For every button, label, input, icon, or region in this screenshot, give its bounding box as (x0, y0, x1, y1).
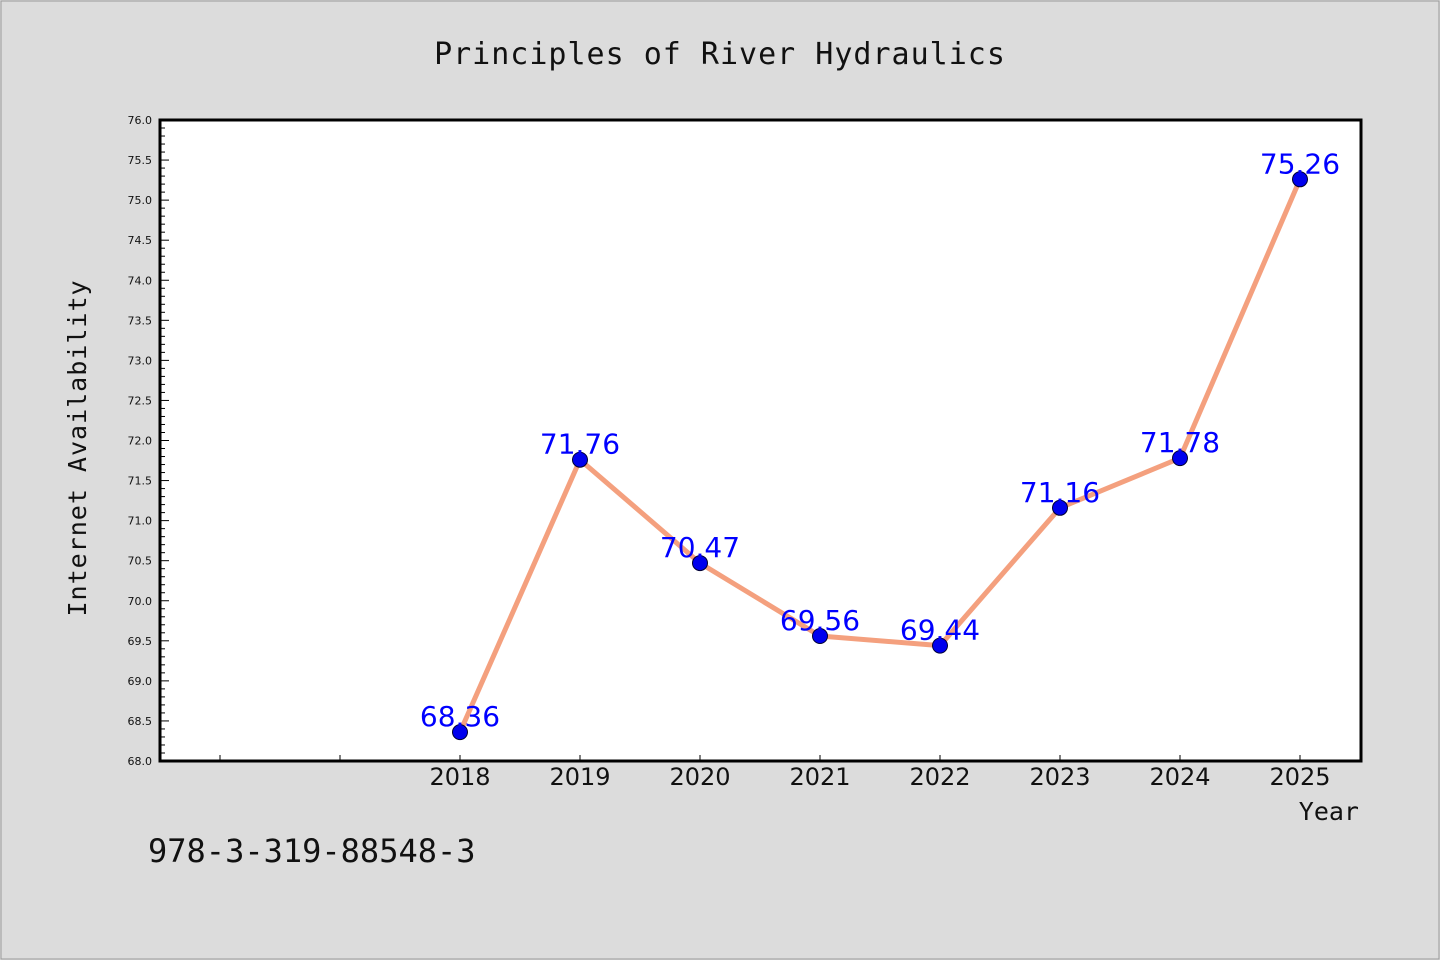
x-tick-label: 2018 (429, 763, 490, 791)
data-label: 69.44 (900, 614, 980, 647)
y-tick-label: 72.0 (128, 435, 153, 448)
series-line-group: 68.36 71.76 70.47 69.56 69.44 71.16 71.78 75.26 (420, 147, 1340, 741)
data-point (1052, 499, 1068, 516)
y-tick-label: 72.5 (128, 394, 153, 407)
x-tick-label: 2023 (1029, 763, 1090, 791)
y-tick-label: 70.0 (128, 595, 153, 608)
y-tick-label: 73.5 (128, 314, 153, 327)
y-tick-label: 68.5 (128, 715, 153, 728)
y-tick-label: 74.0 (128, 274, 153, 287)
data-label: 75.26 (1260, 147, 1340, 180)
x-tick-label: 2024 (1149, 763, 1210, 791)
y-axis: 68.0 68.5 69.0 69.5 70.0 70.5 71.0 71.5 72.0 72.5… (128, 114, 169, 768)
data-point (692, 555, 708, 572)
y-tick-label: 75.5 (128, 154, 153, 167)
y-axis-label: Internet Availability (63, 279, 92, 616)
data-label: 70.47 (660, 531, 740, 564)
x-tick-label: 2025 (1269, 763, 1330, 791)
data-point (932, 637, 948, 654)
y-tick-label: 69.0 (128, 675, 153, 688)
data-label: 69.56 (780, 604, 860, 637)
y-tick-label: 74.5 (128, 234, 153, 247)
data-point (812, 628, 828, 645)
data-point (1172, 450, 1188, 467)
x-axis-label: Year (1299, 797, 1359, 826)
chart-title: Principles of River Hydraulics (434, 37, 1006, 72)
y-tick-label: 70.5 (128, 555, 153, 568)
data-point (572, 451, 588, 468)
x-tick-label: 2020 (669, 763, 730, 791)
data-label: 71.76 (540, 428, 620, 461)
y-tick-label: 75.0 (128, 194, 153, 207)
y-tick-label: 71.0 (128, 515, 153, 528)
data-label: 68.36 (420, 700, 500, 733)
data-label: 71.78 (1140, 426, 1220, 459)
data-point (1292, 171, 1308, 188)
y-tick-label: 76.0 (128, 114, 153, 127)
y-tick-label: 71.5 (128, 475, 153, 488)
x-tick-label: 2021 (789, 763, 850, 791)
y-tick-label: 73.0 (128, 354, 153, 367)
plot-area (158, 118, 1363, 763)
y-tick-label: 69.5 (128, 635, 153, 648)
y-tick-label: 68.0 (128, 755, 153, 768)
x-tick-label: 2022 (909, 763, 970, 791)
data-point (452, 724, 468, 741)
x-axis: 2018 2019 2020 2021 2022 2023 2024 2025 (219, 755, 1331, 791)
data-label: 71.16 (1020, 476, 1100, 509)
x-tick-label: 2019 (549, 763, 610, 791)
isbn-label: 978-3-319-88548-3 (148, 832, 476, 870)
series-line (457, 176, 1303, 735)
